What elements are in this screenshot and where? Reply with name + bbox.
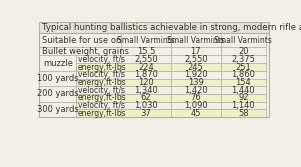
Text: 1,420: 1,420 <box>184 86 207 95</box>
Text: 100 yards: 100 yards <box>37 74 79 83</box>
Text: Small Varmints: Small Varmints <box>214 36 272 45</box>
Bar <box>171 55 221 63</box>
Text: 92: 92 <box>238 93 249 102</box>
Bar <box>121 71 171 78</box>
Bar <box>171 86 221 94</box>
Text: 139: 139 <box>188 78 204 87</box>
Text: Small Varmints: Small Varmints <box>167 36 225 45</box>
Bar <box>121 86 171 94</box>
Bar <box>171 78 221 86</box>
Text: 1,440: 1,440 <box>231 86 255 95</box>
Text: velocity, ft/s: velocity, ft/s <box>78 101 125 110</box>
Bar <box>76 102 121 109</box>
Bar <box>121 78 171 86</box>
Bar <box>39 22 269 33</box>
Bar <box>76 55 121 63</box>
Text: 154: 154 <box>235 78 251 87</box>
Text: 1,860: 1,860 <box>231 70 255 79</box>
Bar <box>121 102 171 109</box>
Bar <box>39 33 121 47</box>
Text: 120: 120 <box>138 78 154 87</box>
Text: 300 yards: 300 yards <box>37 105 79 114</box>
Bar <box>76 94 121 102</box>
Text: Small Varmints: Small Varmints <box>117 36 175 45</box>
Text: velocity, ft/s: velocity, ft/s <box>78 70 125 79</box>
Text: 1,030: 1,030 <box>134 101 158 110</box>
Text: Bullet weight, grains: Bullet weight, grains <box>42 47 129 56</box>
Bar <box>221 86 266 94</box>
Bar <box>221 102 266 109</box>
Text: velocity, ft/s: velocity, ft/s <box>78 86 125 95</box>
Text: 76: 76 <box>190 93 201 102</box>
Text: 1,340: 1,340 <box>134 86 158 95</box>
Text: 2,550: 2,550 <box>134 55 158 64</box>
Bar <box>221 63 266 71</box>
Text: 2,550: 2,550 <box>184 55 207 64</box>
Text: Typical hunting ballistics achievable in strong, modern rifle actions: Typical hunting ballistics achievable in… <box>42 23 301 32</box>
Text: Suitable for use on: Suitable for use on <box>42 36 121 45</box>
Bar <box>171 94 221 102</box>
Text: 1,090: 1,090 <box>184 101 207 110</box>
Text: 58: 58 <box>238 109 249 118</box>
Bar <box>76 86 121 94</box>
Bar <box>76 78 121 86</box>
Bar <box>121 63 171 71</box>
Bar <box>221 71 266 78</box>
Bar <box>121 109 171 117</box>
Bar <box>39 71 76 86</box>
Bar <box>76 109 121 117</box>
Text: 17: 17 <box>191 47 201 56</box>
Bar <box>76 71 121 78</box>
Bar <box>221 109 266 117</box>
Bar <box>39 86 76 102</box>
Bar <box>121 47 171 55</box>
Text: velocity, ft/s: velocity, ft/s <box>78 55 125 64</box>
Bar <box>39 102 76 117</box>
Text: 62: 62 <box>141 93 151 102</box>
Text: 2,375: 2,375 <box>231 55 255 64</box>
Bar <box>171 71 221 78</box>
Bar <box>39 47 121 55</box>
Bar <box>39 33 269 117</box>
Bar <box>171 109 221 117</box>
Text: energy,ft-lbs: energy,ft-lbs <box>78 62 126 71</box>
Text: energy,ft-lbs: energy,ft-lbs <box>78 78 126 87</box>
Text: energy,ft-lbs: energy,ft-lbs <box>78 109 126 118</box>
Bar <box>39 55 76 71</box>
Text: 200 yards: 200 yards <box>37 90 79 99</box>
Text: 37: 37 <box>141 109 151 118</box>
Bar <box>76 63 121 71</box>
Bar <box>221 94 266 102</box>
Text: 1,140: 1,140 <box>231 101 255 110</box>
Text: 251: 251 <box>235 62 251 71</box>
Bar <box>171 33 221 47</box>
Bar <box>121 33 171 47</box>
Bar <box>221 55 266 63</box>
Text: 1,870: 1,870 <box>134 70 158 79</box>
Bar <box>221 33 266 47</box>
Text: 15.5: 15.5 <box>137 47 155 56</box>
Bar <box>171 47 221 55</box>
Text: energy,ft-lbs: energy,ft-lbs <box>78 93 126 102</box>
Bar <box>121 55 171 63</box>
Text: muzzle: muzzle <box>43 59 73 68</box>
Bar <box>121 94 171 102</box>
Text: 245: 245 <box>188 62 203 71</box>
Bar <box>171 102 221 109</box>
Text: 45: 45 <box>191 109 201 118</box>
Text: 224: 224 <box>138 62 154 71</box>
Text: 20: 20 <box>238 47 249 56</box>
Bar <box>221 78 266 86</box>
Bar <box>221 47 266 55</box>
Bar <box>171 63 221 71</box>
Text: 1,920: 1,920 <box>184 70 207 79</box>
